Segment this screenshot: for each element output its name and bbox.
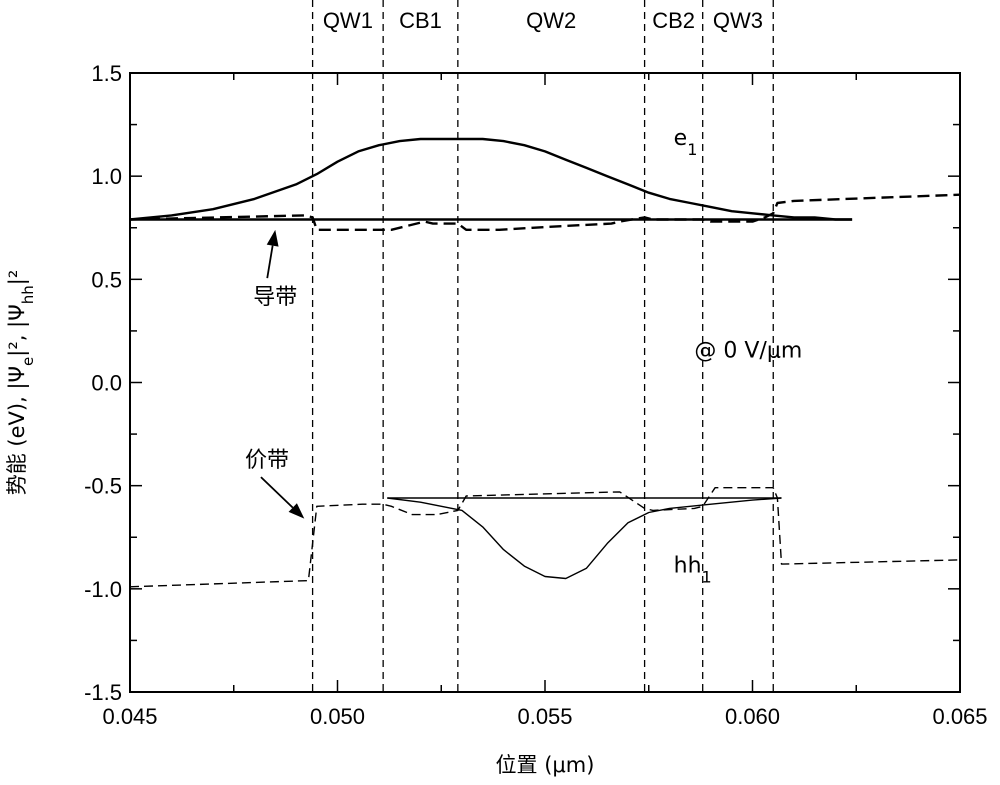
region-label-cb2: CB2 xyxy=(652,8,695,33)
hh1-label-main: hh xyxy=(674,553,702,578)
y-tick-label-2: 0.5 xyxy=(91,267,122,292)
conduction-band-label: 导带 xyxy=(253,285,297,310)
x-tick-label-2: 0.055 xyxy=(517,704,572,729)
field-label: @ 0 V/μm xyxy=(694,339,802,364)
y-tick-label-0: 1.5 xyxy=(91,61,122,86)
y-axis-title-prefix: 势能 (eV), |Ψ xyxy=(5,366,30,495)
y-axis-title-sub-hh: hh xyxy=(19,285,37,304)
valence-band-label: 价带 xyxy=(245,448,289,473)
x-tick-label-1: 0.050 xyxy=(310,704,365,729)
region-label-qw2: QW2 xyxy=(526,8,576,33)
y-tick-label-5: -1.0 xyxy=(84,577,122,602)
valence-band-arrow xyxy=(261,477,293,508)
hh1-label-sub: 1 xyxy=(702,567,712,586)
x-tick-label-4: 0.065 xyxy=(932,704,987,729)
y-tick-label-4: -0.5 xyxy=(84,474,122,499)
hh1-label: hh1 xyxy=(674,553,712,586)
x-tick-label-0: 0.045 xyxy=(102,704,157,729)
y-axis-title: 势能 (eV), |Ψe|², |Ψhh|² xyxy=(5,270,37,496)
x-axis-title: 位置 (μm) xyxy=(496,753,595,777)
series-line-3 xyxy=(130,139,852,220)
tick-layer xyxy=(130,73,960,692)
series-line-4 xyxy=(130,488,960,587)
e1-label: e1 xyxy=(674,126,698,159)
y-tick-label-3: 0.0 xyxy=(91,371,122,396)
region-label-cb1: CB1 xyxy=(399,8,442,33)
label-layer: 0.045 0.050 0.055 0.060 0.065 1.5 1.0 0.5 0.0 -0.… xyxy=(84,8,987,729)
y-tick-label-1: 1.0 xyxy=(91,164,122,189)
conduction-band-arrowhead xyxy=(267,230,279,247)
y-axis-title-mid: |², |Ψ xyxy=(5,304,30,356)
y-axis-title-group: 势能 (eV), |Ψe|², |Ψhh|² xyxy=(5,270,37,496)
y-tick-label-6: -1.5 xyxy=(84,680,122,705)
x-tick-label-3: 0.060 xyxy=(725,704,780,729)
y-axis-title-suffix: |² xyxy=(5,270,30,286)
conduction-band-arrow xyxy=(267,246,272,278)
y-axis-title-sub-e: e xyxy=(19,357,37,366)
e1-label-sub: 1 xyxy=(687,140,697,159)
plot-frame xyxy=(130,73,960,692)
e1-label-main: e xyxy=(674,126,688,151)
series-line-6 xyxy=(387,498,781,579)
region-label-qw3: QW3 xyxy=(713,8,763,33)
series-layer xyxy=(130,139,960,587)
region-label-qw1: QW1 xyxy=(323,8,373,33)
